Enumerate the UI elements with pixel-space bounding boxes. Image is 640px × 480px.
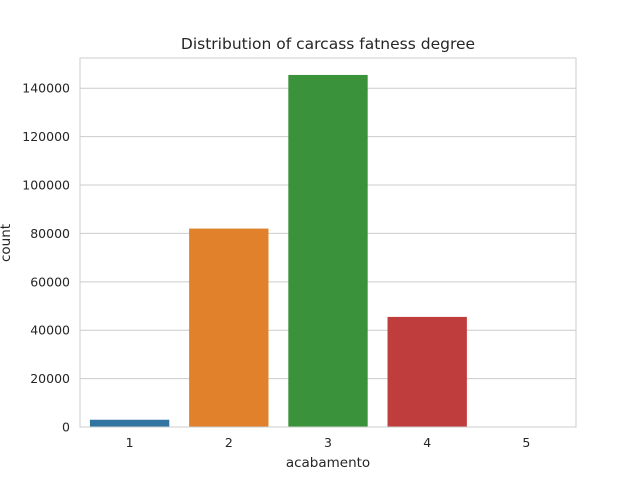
bar-2 — [189, 228, 269, 427]
y-tick-label: 140000 — [22, 81, 70, 96]
x-tick-label: 2 — [225, 435, 233, 450]
y-axis-label: count — [0, 224, 14, 262]
x-tick-label: 1 — [126, 435, 134, 450]
y-tick-label: 60000 — [30, 274, 70, 289]
y-tick-label: 20000 — [30, 371, 70, 386]
y-tick-label: 120000 — [22, 129, 70, 144]
chart-title: Distribution of carcass fatness degree — [181, 35, 475, 53]
x-tick-label: 3 — [324, 435, 332, 450]
plot-frame — [79, 57, 577, 428]
bar-1 — [89, 419, 170, 427]
x-axis-label: acabamento — [286, 455, 370, 471]
bars — [89, 74, 567, 427]
bar-3 — [288, 74, 368, 427]
x-tick-label: 4 — [423, 435, 431, 450]
bar-4 — [387, 316, 467, 427]
y-tick-labels: 0 20000 40000 60000 80000 100000 120000 140000 — [22, 81, 70, 435]
y-tick-label: 40000 — [30, 323, 70, 338]
y-tick-label: 0 — [62, 420, 70, 435]
x-tick-labels: 1 2 3 4 5 — [126, 435, 531, 450]
y-tick-label: 80000 — [30, 226, 70, 241]
y-tick-label: 100000 — [22, 178, 70, 193]
x-tick-label: 5 — [522, 435, 530, 450]
